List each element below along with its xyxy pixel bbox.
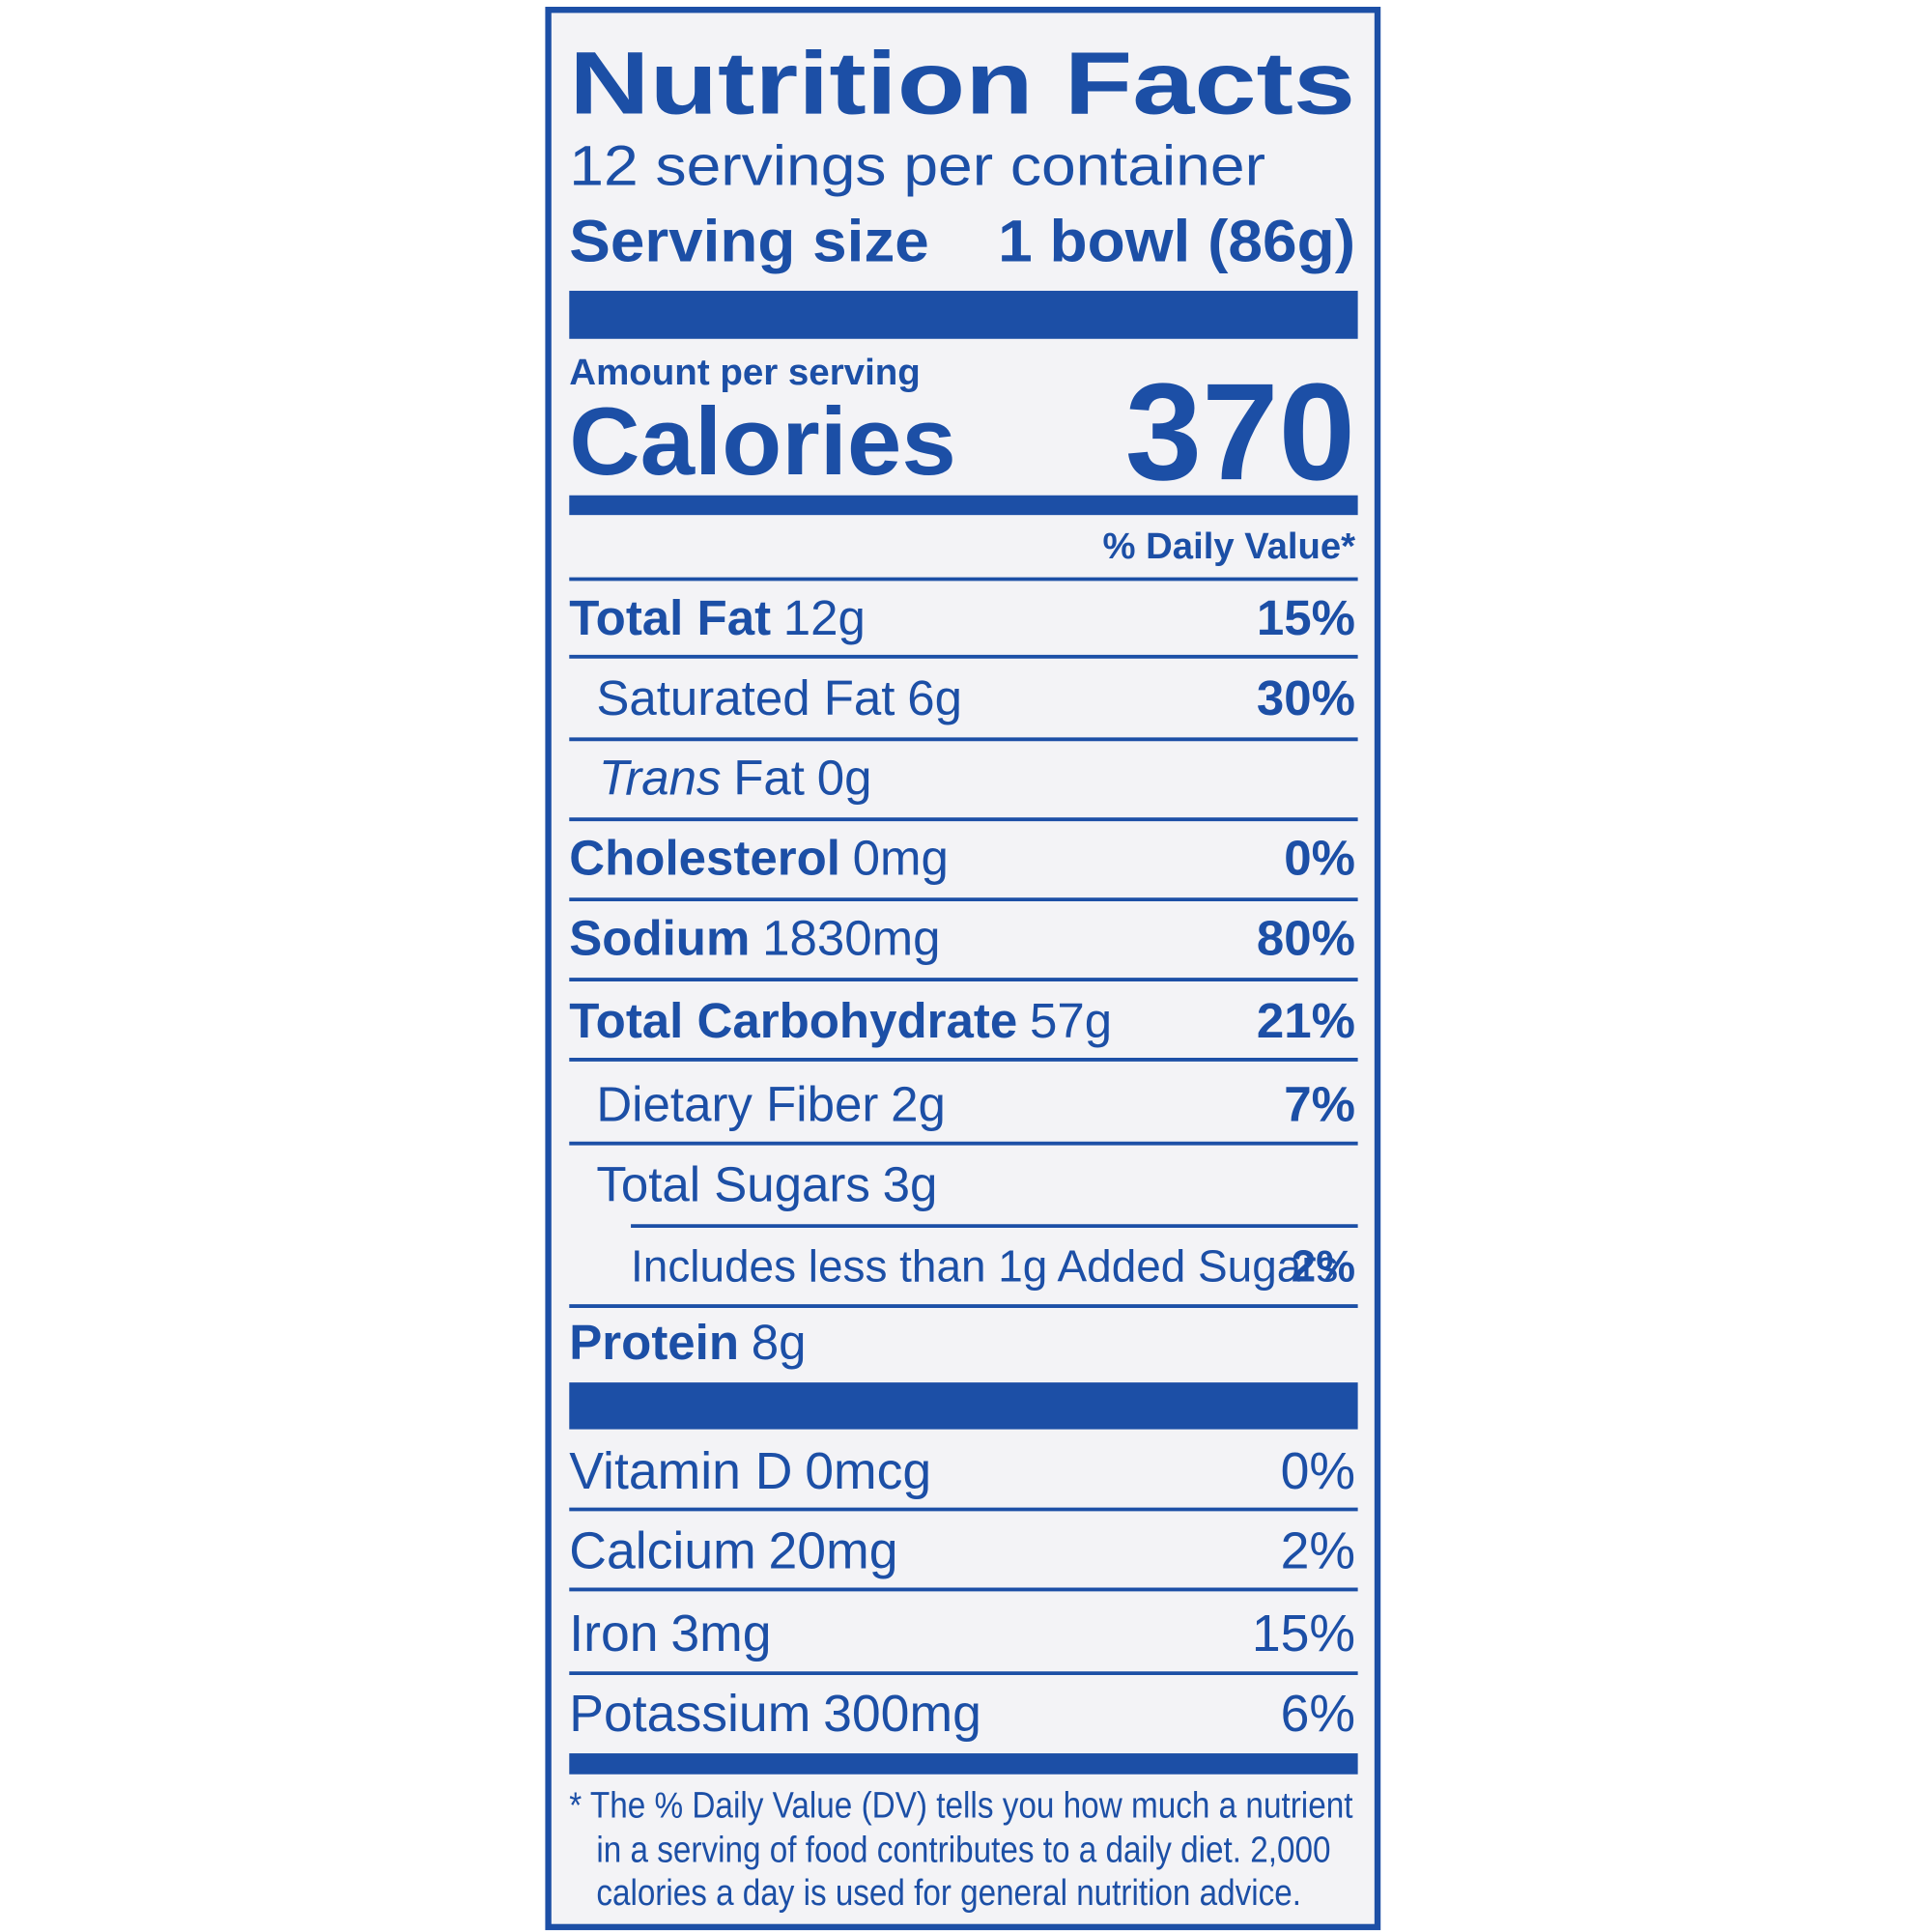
daily-value-header: % Daily Value*	[1103, 526, 1356, 567]
nutrient-amount: 57g	[1030, 993, 1112, 1048]
nutrient-row: Sodium 1830mg	[569, 911, 940, 966]
serving-size-value: 1 bowl (86g)	[998, 208, 1355, 273]
nutrient-row: Vitamin D 0mcg	[569, 1443, 931, 1500]
calories-label: Calories	[569, 388, 956, 496]
nutrient-name: Saturated Fat	[596, 670, 895, 725]
nutrient-row: Calcium 20mg	[569, 1523, 897, 1580]
daily-value: 2%	[1292, 1241, 1355, 1292]
nutrient-row: Trans Fat 0g	[599, 751, 872, 806]
daily-value: 0%	[1284, 831, 1355, 886]
nutrient-amount: 1830mg	[762, 911, 940, 966]
nutrient-name: Iron	[569, 1605, 658, 1662]
nutrient-row: Iron 3mg	[569, 1605, 771, 1662]
daily-value: 7%	[1284, 1077, 1355, 1132]
daily-value: 21%	[1257, 993, 1355, 1048]
nutrient-amount: 2g	[891, 1077, 946, 1132]
medium-bar	[569, 495, 1358, 516]
nutrient-row: Cholesterol 0mg	[569, 831, 949, 886]
calories-value: 370	[1125, 355, 1355, 509]
daily-value: 2%	[1281, 1523, 1355, 1580]
nutrient-row: Total Carbohydrate 57g	[569, 993, 1112, 1048]
nutrient-amount: 0mg	[853, 831, 949, 886]
nutrient-row: Total Sugars 3g	[596, 1157, 937, 1212]
nutrient-name: Fat	[733, 751, 805, 806]
daily-value: 15%	[1257, 590, 1355, 645]
title: Nutrition Facts	[569, 34, 1355, 132]
medium-bar	[569, 1753, 1358, 1775]
serving-size-label: Serving size	[569, 208, 928, 273]
daily-value: 80%	[1257, 911, 1355, 966]
nutrient-name: Total Sugars	[596, 1157, 870, 1212]
nutrient-row: Saturated Fat 6g	[596, 670, 962, 725]
daily-value: 6%	[1281, 1686, 1355, 1743]
nutrient-name: Vitamin D	[569, 1443, 792, 1500]
nutrient-name-italic: Trans	[599, 751, 722, 806]
nutrient-amount: 0g	[817, 751, 872, 806]
nutrient-amount: 12g	[783, 590, 866, 645]
daily-value: 30%	[1257, 670, 1355, 725]
nutrient-row: Potassium 300mg	[569, 1686, 981, 1743]
footnote-line: * The % Daily Value (DV) tells you how m…	[569, 1784, 1353, 1826]
nutrient-name: Cholesterol	[569, 831, 840, 886]
nutrient-row: Protein 8g	[569, 1315, 806, 1370]
nutrient-amount: 300mg	[823, 1686, 981, 1743]
footnote-line: calories a day is used for general nutri…	[596, 1872, 1301, 1914]
nutrient-row: Dietary Fiber 2g	[596, 1077, 946, 1132]
daily-value: 0%	[1281, 1443, 1355, 1500]
nutrient-amount: 3g	[883, 1157, 938, 1212]
nutrient-name: Dietary Fiber	[596, 1077, 878, 1132]
nutrient-amount: 20mg	[769, 1523, 898, 1580]
thick-bar	[569, 1382, 1358, 1430]
nutrient-name: Includes less than 1g Added Sugars	[631, 1241, 1338, 1292]
nutrient-amount: 8g	[752, 1315, 807, 1370]
nutrient-row: Total Fat 12g	[569, 590, 866, 645]
daily-value: 15%	[1252, 1605, 1355, 1662]
servings: 12 servings per container	[569, 134, 1265, 197]
thick-bar	[569, 291, 1358, 339]
nutrient-name: Total Fat	[569, 590, 771, 645]
nutrient-name: Total Carbohydrate	[569, 993, 1017, 1048]
footnote-line: in a serving of food contributes to a da…	[596, 1829, 1330, 1870]
nutrient-amount: 0mcg	[805, 1443, 931, 1500]
nutrient-name: Sodium	[569, 911, 750, 966]
nutrient-name: Protein	[569, 1315, 739, 1370]
nutrient-name: Calcium	[569, 1523, 755, 1580]
nutrient-name: Potassium	[569, 1686, 810, 1743]
nutrient-amount: 3mg	[670, 1605, 771, 1662]
nutrient-row: Includes less than 1g Added Sugars	[631, 1241, 1338, 1292]
amount-per-serving: Amount per serving	[569, 352, 921, 393]
nutrient-amount: 6g	[907, 670, 962, 725]
